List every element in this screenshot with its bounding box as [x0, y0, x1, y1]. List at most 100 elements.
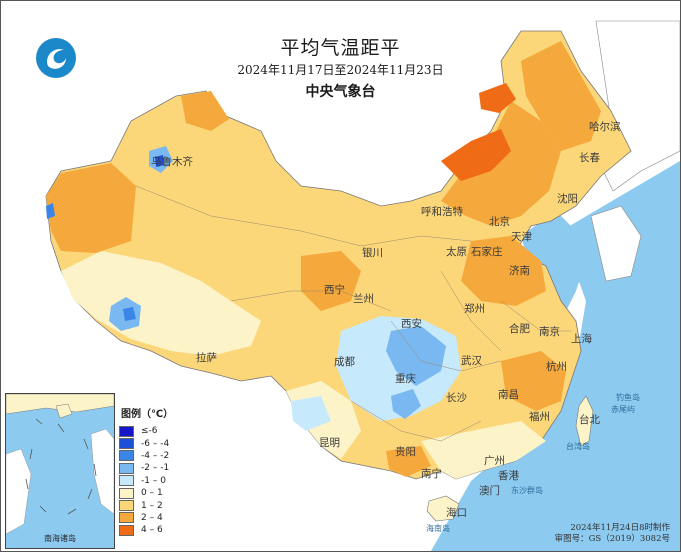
city-taipei: 台北 [579, 414, 600, 426]
legend-item: 4 – 6 [119, 524, 193, 536]
inset-map [6, 394, 114, 535]
legend-item: -6 – -4 [119, 437, 193, 450]
zone-neg-xinjiang-edge [46, 203, 55, 219]
zone-4-6-inner-mongolia [441, 129, 511, 181]
city-tianjin: 天津 [511, 231, 532, 243]
zone-2-4-qinghai [301, 251, 361, 311]
city-lanzhou: 兰州 [353, 293, 374, 305]
zone-2-4-altay [181, 91, 229, 131]
legend-item: ≤-6 [119, 425, 193, 437]
legend-label: 0 – 1 [141, 488, 163, 499]
legend-swatch [119, 512, 134, 524]
city-chongqing: 重庆 [395, 373, 416, 385]
zone-2-4-xinjiang-west [46, 163, 136, 253]
city-xian: 西安 [401, 318, 422, 330]
city-beijing: 北京 [489, 216, 510, 228]
south-china-sea-inset: 南海诸岛 [5, 393, 115, 549]
legend-swatch [119, 425, 134, 437]
issuer: 中央气象台 [305, 84, 376, 100]
footer-approval: 审图号：GS（2019）3082号 [554, 534, 670, 544]
taiwan [575, 395, 594, 447]
legend-swatch [119, 438, 134, 450]
city-jinan: 济南 [509, 265, 530, 277]
city-kunming: 昆明 [319, 437, 340, 449]
legend-label: -1 – 0 [141, 475, 166, 486]
label-hainan-island: 海南岛 [426, 524, 450, 533]
city-hongkong: 香港 [498, 470, 519, 482]
city-zhengzhou: 郑州 [464, 303, 485, 315]
legend-label: -2 – -1 [141, 463, 170, 474]
hainan [426, 495, 460, 522]
date-range: 2024年11月17日至2024年11月23日 [237, 63, 444, 77]
zone-neg-sichuan [386, 326, 446, 386]
city-xining: 西宁 [324, 284, 345, 296]
city-hangzhou: 杭州 [546, 361, 567, 373]
legend-label: 4 – 6 [141, 525, 163, 536]
footer: 2024年11月24日8时制作 审图号：GS（2019）3082号 [555, 523, 670, 545]
legend-swatch [119, 475, 134, 487]
legend-swatch [119, 524, 134, 536]
city-harbin: 哈尔滨 [589, 121, 621, 133]
legend-item: 1 – 2 [119, 499, 193, 512]
legend-item: -4 – -2 [119, 450, 193, 462]
legend: 图例（℃） ≤-6 -6 – -4 -4 – -2 -2 – -1 -1 – 0 0 – … [119, 405, 193, 537]
city-changchun: 长春 [579, 152, 600, 164]
zone-2-4-north [441, 101, 561, 226]
zone-2-4-guangxi [386, 446, 431, 477]
footer-made: 2024年11月24日8时制作 [570, 523, 670, 533]
legend-item: 0 – 1 [119, 487, 193, 499]
legend-title: 图例（℃） [121, 409, 174, 420]
legend-item: 2 – 4 [119, 512, 193, 524]
legend-swatch [119, 450, 134, 462]
legend-item: -2 – -1 [119, 462, 193, 474]
city-taiyuan: 太原 [446, 246, 467, 258]
legend-label: -4 – -2 [141, 450, 170, 461]
zone-neg-yunnan [291, 396, 331, 431]
province-borders [135, 185, 571, 442]
city-chengdu: 成都 [334, 356, 355, 368]
korea [590, 205, 642, 282]
map-title: 平均气温距平 [280, 37, 401, 59]
legend-swatch [119, 487, 134, 499]
city-shanghai: 上海 [571, 333, 592, 345]
legend-item: -1 – 0 [119, 475, 193, 487]
city-nanning: 南宁 [421, 468, 442, 480]
inset-label: 南海诸岛 [44, 534, 76, 543]
label-taiwan-island: 台湾岛 [566, 442, 590, 451]
legend-label: -6 – -4 [141, 438, 170, 449]
city-hohhot: 呼和浩特 [421, 206, 463, 218]
zone-2-4-southeast [501, 351, 566, 411]
legend-label: 1 – 2 [141, 500, 163, 511]
zone-neg-guizhou [391, 389, 421, 419]
legend-label: 2 – 4 [141, 512, 163, 523]
label-dongsha: 东沙群岛 [511, 486, 543, 495]
city-shenyang: 沈阳 [557, 193, 578, 205]
city-lhasa: 拉萨 [196, 352, 217, 364]
zone-2-4-central [461, 236, 546, 306]
zone-neg-urumqi-core [155, 155, 164, 167]
city-macau: 澳门 [479, 485, 500, 497]
cma-logo [36, 38, 76, 78]
zone-2-4-northeast [521, 41, 601, 151]
city-fuzhou: 福州 [529, 411, 550, 423]
zone-4-6-heilongjiang [479, 83, 516, 113]
legend-swatch [119, 462, 134, 474]
city-haikou: 海口 [446, 507, 467, 519]
legend-label: ≤-6 [141, 426, 158, 437]
logo-swirl-icon [47, 49, 66, 69]
city-yinchuan: 银川 [362, 247, 383, 259]
city-hefei: 合肥 [509, 323, 530, 335]
city-shijiazhuang: 石家庄 [471, 246, 503, 258]
label-diaoyu: 钓鱼岛 [616, 393, 640, 402]
city-nanchang: 南昌 [498, 389, 519, 401]
city-nanjing: 南京 [539, 326, 560, 338]
city-urumqi: 乌鲁木齐 [151, 156, 193, 168]
city-guiyang: 贵阳 [395, 446, 416, 458]
city-changsha: 长沙 [446, 392, 467, 404]
zone-neg-tibet-core [123, 307, 136, 321]
label-chiwei: 赤尾屿 [611, 405, 635, 414]
city-guangzhou: 广州 [484, 455, 505, 467]
